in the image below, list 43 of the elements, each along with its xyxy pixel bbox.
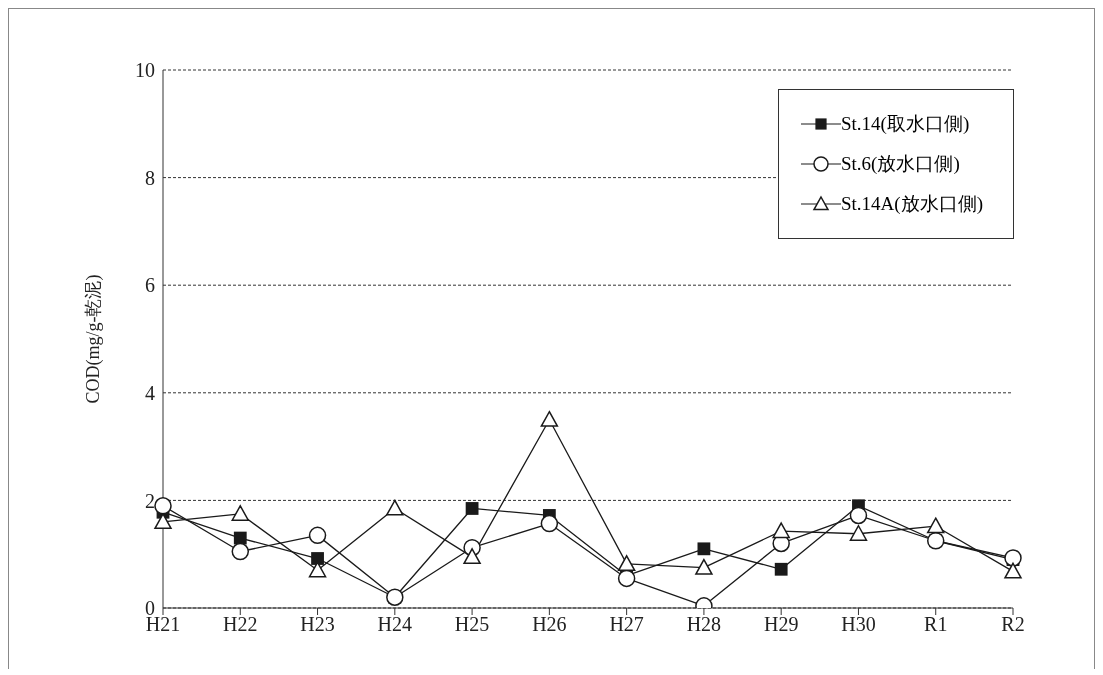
point xyxy=(849,506,868,525)
x-tick-label: H25 xyxy=(454,613,490,636)
point xyxy=(617,569,636,588)
point xyxy=(540,514,559,533)
x-tick-label: H26 xyxy=(532,613,567,636)
y-tick-label: 4 xyxy=(145,381,155,404)
point xyxy=(311,552,324,565)
y-axis-title: COD(mg/g-乾泥) xyxy=(83,274,105,404)
point xyxy=(465,502,479,515)
x-tick-label: H29 xyxy=(763,613,799,636)
point xyxy=(1004,549,1022,567)
x-tick-label: H22 xyxy=(223,613,258,636)
legend-label: St.14A(放水口側) xyxy=(841,192,983,216)
y-tick-label: 2 xyxy=(145,489,155,512)
point xyxy=(617,555,636,572)
point xyxy=(540,410,559,427)
point xyxy=(308,526,327,545)
x-tick-label: H27 xyxy=(609,613,644,636)
point xyxy=(231,542,250,561)
y-tick-label: 10 xyxy=(135,59,155,82)
point xyxy=(772,522,790,539)
x-tick-label: H28 xyxy=(686,613,722,636)
point xyxy=(926,517,945,534)
point xyxy=(386,499,404,516)
point xyxy=(154,513,172,530)
point xyxy=(695,558,713,575)
point xyxy=(233,531,247,545)
x-tick-label: H24 xyxy=(377,613,413,636)
y-tick-label: 8 xyxy=(145,166,155,189)
point xyxy=(463,548,481,565)
point xyxy=(774,562,788,576)
point xyxy=(697,542,711,556)
x-tick-label: R2 xyxy=(1001,613,1025,636)
x-tick-label: R1 xyxy=(924,613,948,636)
point xyxy=(1004,562,1022,579)
point xyxy=(154,497,172,515)
y-tick-label: 6 xyxy=(145,274,155,297)
point xyxy=(231,505,250,521)
legend-label: St.14(取水口側) xyxy=(841,112,970,136)
x-tick-label: H30 xyxy=(841,613,876,636)
x-tick-label: H23 xyxy=(300,613,335,636)
legend-label: St.6(放水口側) xyxy=(841,152,960,176)
point xyxy=(849,525,868,541)
